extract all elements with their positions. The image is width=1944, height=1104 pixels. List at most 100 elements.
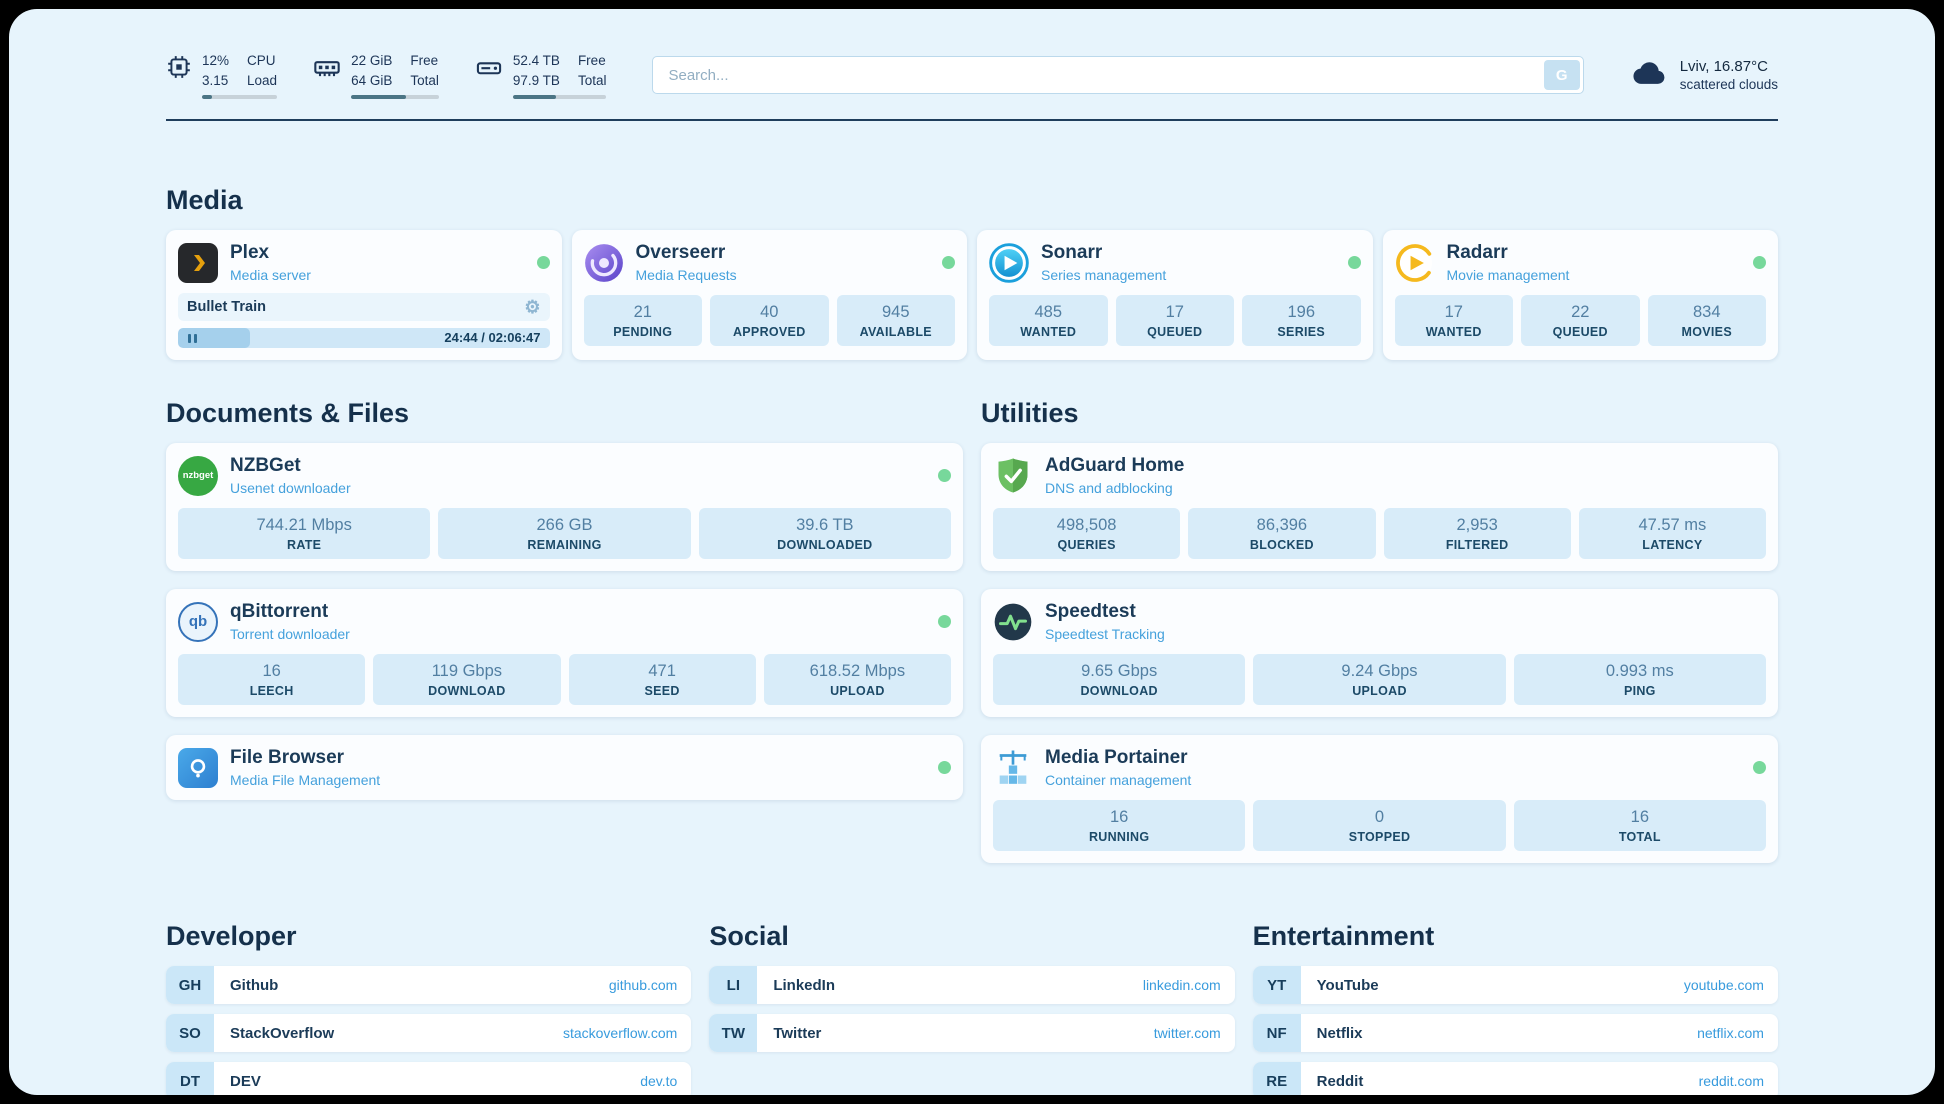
sonarr-icon [989,242,1029,283]
stat-value: 47.57 ms [1638,516,1707,535]
system-indicators: 12% 3.15 CPU Load [166,51,607,100]
gear-icon[interactable]: ⚙ [524,297,541,318]
stat-label: DOWNLOADED [777,538,873,553]
link-abbr: SO [166,1014,214,1053]
sonarr-card[interactable]: Sonarr Series management 485 WANTED 17 Q… [977,230,1373,361]
link-url: github.com [608,977,678,994]
app-name: qBittorrent [230,601,329,623]
disk-free-value: 52.4 TB [512,53,560,68]
app-name: Sonarr [1041,242,1103,264]
stat-value: 39.6 TB [796,516,854,535]
qbittorrent-card[interactable]: qb qBittorrent Torrent downloader 16 LEE… [166,589,963,718]
stat-label: MOVIES [1681,325,1732,340]
filebrowser-card[interactable]: File Browser Media File Management [166,735,963,801]
link-name: Github [230,976,279,994]
stat-value: 16 [1630,808,1649,827]
cpu-load-label: Load [247,72,278,88]
app-subtitle: Movie management [1446,267,1570,284]
adguard-card[interactable]: AdGuard Home DNS and adblocking 498,508 … [981,443,1778,572]
stat-value: 2,953 [1456,516,1498,535]
cloud-icon [1630,53,1670,98]
app-subtitle: Torrent downloader [230,626,350,643]
stat-value: 0 [1374,808,1385,827]
weather-condition: scattered clouds [1679,77,1778,93]
stat-box: 21 PENDING [583,295,702,347]
portainer-card[interactable]: Media Portainer Container management 16 … [981,735,1778,864]
stat-label: TOTAL [1618,830,1661,845]
app-name: Overseerr [635,242,726,264]
link-abbr: DT [166,1062,214,1095]
ram-free-label: Free [410,53,439,68]
link-name: DEV [230,1072,261,1090]
link-dev[interactable]: DT DEV dev.to [166,1062,692,1095]
link-url: netflix.com [1697,1025,1764,1042]
link-stackoverflow[interactable]: SO StackOverflow stackoverflow.com [166,1014,692,1053]
search-engine-button[interactable]: G [1543,60,1580,91]
link-abbr: YT [1252,966,1301,1005]
stat-box: 9.24 Gbps UPLOAD [1253,654,1506,706]
app-subtitle: Container management [1045,772,1192,789]
stat-value: 618.52 Mbps [809,662,906,681]
stat-value: 498,508 [1056,516,1117,535]
disk-free-label: Free [577,53,606,68]
status-dot [1753,761,1766,775]
overseerr-card[interactable]: Overseerr Media Requests 21 PENDING 40 A… [571,230,967,361]
stat-label: LATENCY [1642,538,1703,553]
app-name: File Browser [230,747,345,769]
plex-card[interactable]: Plex Media server Bullet Train ⚙ [166,230,562,361]
app-name: Radarr [1446,242,1508,264]
link-url: twitter.com [1153,1025,1221,1042]
link-abbr: TW [709,1014,758,1053]
speedtest-card[interactable]: Speedtest Speedtest Tracking 9.65 Gbps D… [981,589,1778,718]
radarr-icon [1395,243,1435,283]
ram-free-value: 22 GiB [351,53,393,68]
link-linkedin[interactable]: LI LinkedIn linkedin.com [709,966,1235,1005]
stat-box: 471 SEED [568,654,756,706]
link-name: StackOverflow [230,1024,335,1042]
cpu-load-value: 3.15 [202,72,229,88]
topbar-divider [166,119,1778,122]
link-abbr: LI [709,966,758,1005]
stat-label: RATE [287,538,322,553]
app-name: NZBGet [230,455,301,477]
link-youtube[interactable]: YT YouTube youtube.com [1252,966,1778,1005]
nzbget-icon: nzbget [178,455,218,496]
link-reddit[interactable]: RE Reddit reddit.com [1252,1062,1778,1095]
stat-label: RUNNING [1088,830,1150,845]
link-name: Reddit [1316,1072,1364,1090]
nzbget-card[interactable]: nzbget NZBGet Usenet downloader 744.21 M… [166,443,963,572]
radarr-card[interactable]: Radarr Movie management 17 WANTED 22 QUE… [1382,230,1778,361]
search-bar[interactable]: G [652,56,1584,95]
stat-box: 86,396 BLOCKED [1188,508,1376,560]
status-dot [938,615,951,629]
stat-label: WANTED [1020,325,1077,340]
disk-total-value: 97.9 TB [512,72,560,88]
ram-progress-fill [351,95,406,100]
search-input[interactable] [656,66,1544,84]
stat-value: 22 [1571,303,1590,322]
stat-value: 16 [262,662,281,681]
link-twitter[interactable]: TW Twitter twitter.com [709,1014,1235,1053]
disk-progress-fill [512,95,556,100]
link-name: YouTube [1316,976,1379,994]
pause-button[interactable] [178,328,251,349]
developer-section-title: Developer [166,921,297,952]
link-name: LinkedIn [773,976,835,994]
link-netflix[interactable]: NF Netflix netflix.com [1252,1014,1778,1053]
topbar: 12% 3.15 CPU Load [166,51,1778,100]
app-name: Speedtest [1045,601,1136,623]
stat-box: 266 GB REMAINING [438,508,691,560]
stat-box: 196 SERIES [1242,295,1361,347]
weather-widget: Lviv, 16.87°C scattered clouds [1630,53,1778,98]
stat-label: UPLOAD [830,684,885,699]
stat-box: 16 LEECH [178,654,366,706]
stat-box: 22 QUEUED [1521,295,1640,347]
ram-total-label: Total [410,72,439,88]
app-subtitle: Usenet downloader [230,480,351,497]
stat-label: REMAINING [527,538,602,553]
app-name: Media Portainer [1045,747,1188,769]
link-github[interactable]: GH Github github.com [166,966,692,1005]
overseerr-icon [584,243,624,283]
ram-indicator: 22 GiB 64 GiB Free Total [313,51,439,100]
filebrowser-icon [178,747,218,788]
